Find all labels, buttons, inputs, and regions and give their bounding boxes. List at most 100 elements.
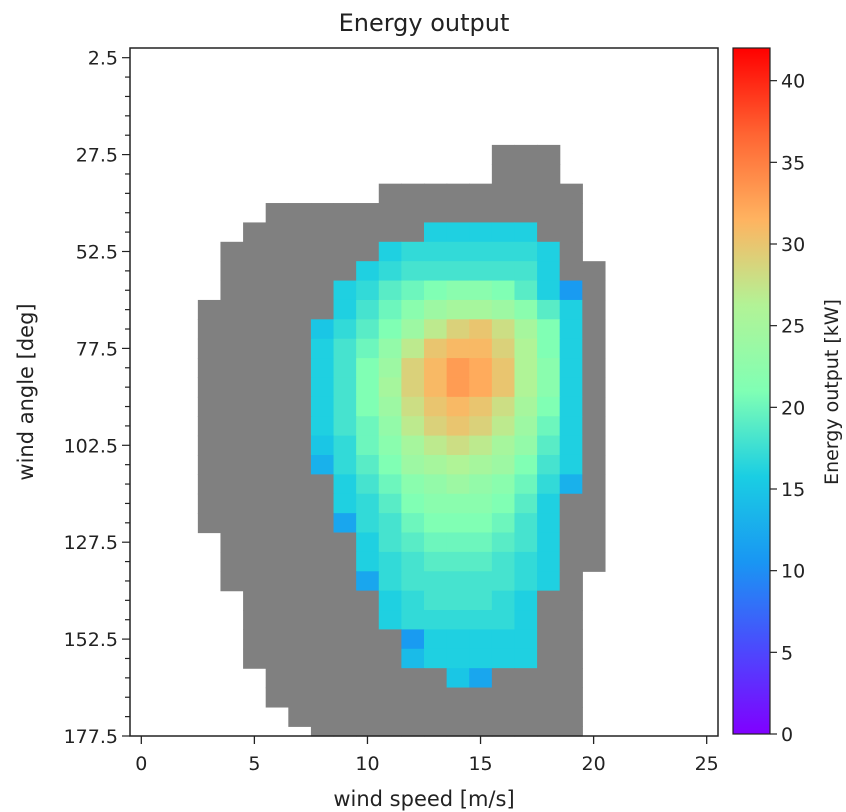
heatmap-cell xyxy=(356,493,380,514)
heatmap-cell xyxy=(537,416,561,437)
heatmap-cell xyxy=(378,571,402,592)
heatmap-cell-nan xyxy=(288,377,312,398)
heatmap-cell-nan xyxy=(537,203,561,224)
heatmap-cell-nan xyxy=(333,610,357,631)
heatmap-cell xyxy=(469,435,493,456)
heatmap-cell xyxy=(424,241,448,262)
heatmap-cell-nan xyxy=(514,687,538,708)
heatmap-cell xyxy=(446,532,470,553)
heatmap-cell xyxy=(469,629,493,650)
heatmap-cell-nan xyxy=(582,493,606,514)
heatmap-cell-nan xyxy=(537,668,561,689)
heatmap-cell-nan xyxy=(537,610,561,631)
heatmap-cell xyxy=(356,551,380,572)
heatmap-cell xyxy=(469,474,493,495)
y-tick-label: 52.5 xyxy=(76,241,118,263)
heatmap-cell xyxy=(378,513,402,534)
x-tick-label: 25 xyxy=(695,753,719,775)
heatmap-cell xyxy=(446,261,470,282)
heatmap-cell xyxy=(378,377,402,398)
heatmap-cell-nan xyxy=(310,706,335,727)
heatmap-cell xyxy=(491,396,516,417)
heatmap-cell-nan xyxy=(333,590,357,611)
heatmap-cell-nan xyxy=(288,532,312,553)
heatmap-cell xyxy=(469,571,493,592)
heatmap-cell xyxy=(446,377,470,398)
heatmap-cell-nan xyxy=(220,241,244,262)
heatmap-cell xyxy=(537,474,561,495)
heatmap-cell-nan xyxy=(514,726,538,737)
colorbar-tick-label: 25 xyxy=(781,316,805,338)
heatmap-cell-nan xyxy=(265,241,289,262)
heatmap-cell-nan xyxy=(243,590,267,611)
heatmap-cell xyxy=(356,513,380,534)
colorbar xyxy=(732,47,771,735)
heatmap-cell-nan xyxy=(243,571,267,592)
heatmap-cell xyxy=(514,299,538,320)
heatmap-cell xyxy=(356,532,380,553)
heatmap-cell-nan xyxy=(537,687,561,708)
heatmap-cell-nan xyxy=(220,261,244,282)
heatmap-cell xyxy=(537,454,561,475)
heatmap-cell-nan xyxy=(537,726,561,737)
heatmap-cell-nan xyxy=(243,280,267,301)
heatmap-cell xyxy=(514,551,538,572)
heatmap-cell xyxy=(537,299,561,320)
heatmap-cell xyxy=(424,571,448,592)
heatmap-cell-nan xyxy=(514,144,538,165)
heatmap-cell xyxy=(424,319,448,340)
heatmap-cell-nan xyxy=(243,261,267,282)
heatmap-cell xyxy=(333,474,357,495)
heatmap-cell xyxy=(424,222,448,243)
heatmap-cell xyxy=(446,222,470,243)
heatmap-cell-nan xyxy=(559,241,583,262)
heatmap-cell-nan xyxy=(537,144,561,165)
heatmap-cell-nan xyxy=(265,280,289,301)
heatmap-cell-nan xyxy=(537,164,561,185)
heatmap-cell-nan xyxy=(243,299,267,320)
heatmap-cell xyxy=(491,454,516,475)
heatmap-cell-nan xyxy=(559,668,583,689)
heatmap-cell-nan xyxy=(559,513,583,534)
heatmap-cell xyxy=(491,629,516,650)
heatmap-cell-nan xyxy=(265,358,289,379)
heatmap-cell xyxy=(491,280,516,301)
heatmap-cell xyxy=(446,551,470,572)
heatmap-cell xyxy=(491,435,516,456)
heatmap-cell-nan xyxy=(582,532,606,553)
heatmap-cell-nan xyxy=(333,241,357,262)
heatmap-cell-nan xyxy=(265,377,289,398)
x-tick-label: 20 xyxy=(582,753,606,775)
heatmap-cell-nan xyxy=(310,241,335,262)
heatmap-cell xyxy=(378,435,402,456)
heatmap-cell-nan xyxy=(243,358,267,379)
heatmap-cell xyxy=(537,435,561,456)
heatmap-cell xyxy=(491,493,516,514)
heatmap-cell-nan xyxy=(288,396,312,417)
heatmap-cell xyxy=(446,338,470,359)
heatmap-cell-nan xyxy=(356,629,380,650)
heatmap-cell xyxy=(378,358,402,379)
heatmap-cell-nan xyxy=(243,338,267,359)
heatmap-cell-nan xyxy=(582,377,606,398)
heatmap-cell-nan xyxy=(197,474,222,495)
heatmap-cell xyxy=(514,629,538,650)
heatmap-cell xyxy=(378,493,402,514)
heatmap-cell xyxy=(559,338,583,359)
heatmap-cell-nan xyxy=(310,203,335,224)
heatmap-cell xyxy=(378,338,402,359)
heatmap-cell xyxy=(310,454,335,475)
heatmap-cell-nan xyxy=(288,706,312,727)
heatmap-cell xyxy=(424,629,448,650)
heatmap-cell xyxy=(446,319,470,340)
heatmap-cell-nan xyxy=(446,183,470,204)
heatmap-cell-nan xyxy=(424,726,448,737)
heatmap-cell-nan xyxy=(582,299,606,320)
heatmap-cell-nan xyxy=(537,648,561,669)
heatmap-cell-nan xyxy=(559,203,583,224)
heatmap-cell-nan xyxy=(310,493,335,514)
heatmap-cell xyxy=(469,493,493,514)
heatmap-cell xyxy=(446,493,470,514)
heatmap-cell xyxy=(469,396,493,417)
heatmap-cell xyxy=(378,261,402,282)
